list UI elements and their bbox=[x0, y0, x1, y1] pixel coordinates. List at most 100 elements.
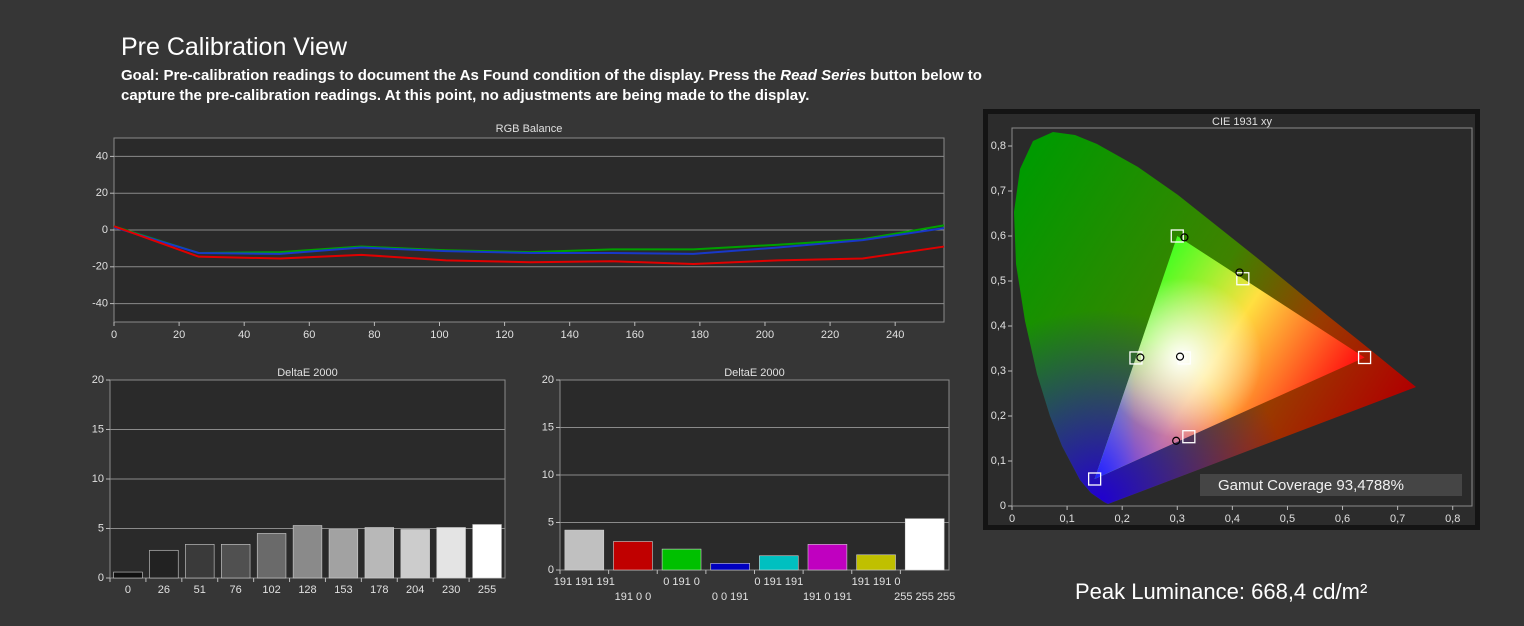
bar bbox=[221, 544, 251, 579]
x-tick-label: 0,8 bbox=[1445, 513, 1460, 525]
y-tick-label: 40 bbox=[96, 150, 108, 162]
bar bbox=[564, 529, 605, 571]
x-tick-label: 191 0 0 bbox=[615, 591, 652, 603]
y-tick-label: 0 bbox=[1000, 500, 1006, 512]
measured-point bbox=[1180, 233, 1189, 242]
y-tick-label: 0,1 bbox=[991, 455, 1006, 467]
x-tick-label: 0 191 0 bbox=[663, 576, 700, 588]
x-tick-label: 0 191 191 bbox=[754, 576, 803, 588]
chart-title: DeltaE 2000 bbox=[277, 367, 338, 379]
y-tick-label: -20 bbox=[92, 261, 108, 273]
bar bbox=[256, 533, 287, 579]
y-tick-label: 0,5 bbox=[991, 275, 1006, 287]
bar bbox=[759, 555, 799, 571]
y-tick-label: 0,8 bbox=[991, 140, 1006, 152]
bar bbox=[328, 529, 359, 579]
bar bbox=[364, 527, 394, 579]
goal-text: Goal: Pre-calibration readings to docume… bbox=[121, 66, 1026, 106]
bar bbox=[472, 524, 502, 579]
y-tick-label: 0 bbox=[98, 572, 104, 584]
x-tick-label: 0,5 bbox=[1280, 513, 1295, 525]
y-tick-label: 10 bbox=[92, 473, 104, 485]
target-point bbox=[1177, 351, 1191, 365]
x-tick-label: 191 191 0 bbox=[852, 576, 901, 588]
x-tick-label: 220 bbox=[821, 329, 839, 341]
x-tick-label: 26 bbox=[158, 584, 170, 596]
x-tick-label: 128 bbox=[298, 584, 316, 596]
page-title: Pre Calibration View bbox=[121, 33, 348, 61]
x-tick-label: 0,3 bbox=[1170, 513, 1185, 525]
y-tick-label: 0,7 bbox=[991, 185, 1006, 197]
y-tick-label: 15 bbox=[542, 421, 554, 433]
x-tick-label: 140 bbox=[561, 329, 579, 341]
bar bbox=[856, 554, 896, 571]
y-tick-label: -40 bbox=[92, 298, 108, 310]
x-tick-label: 191 0 191 bbox=[803, 591, 852, 603]
x-tick-label: 0 0 191 bbox=[712, 591, 749, 603]
x-tick-label: 178 bbox=[370, 584, 388, 596]
x-tick-label: 40 bbox=[238, 329, 250, 341]
bar bbox=[149, 549, 179, 579]
x-tick-label: 0 bbox=[1009, 513, 1015, 525]
measured-point bbox=[1175, 352, 1185, 361]
x-tick-label: 0,7 bbox=[1390, 513, 1405, 525]
bar bbox=[613, 541, 653, 571]
x-tick-label: 230 bbox=[442, 584, 460, 596]
x-tick-label: 153 bbox=[334, 584, 352, 596]
y-tick-label: 20 bbox=[542, 374, 554, 386]
y-tick-label: 20 bbox=[96, 187, 108, 199]
target-point bbox=[1087, 472, 1102, 486]
y-tick-label: 0 bbox=[548, 564, 554, 576]
goal-text-b: button below to capture the pre-calibrat… bbox=[121, 67, 982, 104]
x-tick-label: 200 bbox=[756, 329, 774, 341]
x-tick-label: 0,4 bbox=[1225, 513, 1240, 525]
x-tick-label: 204 bbox=[406, 584, 424, 596]
chart-title: CIE 1931 xy bbox=[1212, 116, 1272, 128]
bar bbox=[661, 548, 702, 571]
x-tick-label: 255 255 255 bbox=[894, 591, 955, 603]
y-tick-label: 0,3 bbox=[991, 365, 1006, 377]
chart-title: DeltaE 2000 bbox=[724, 367, 785, 379]
y-tick-label: 10 bbox=[542, 469, 554, 481]
goal-text-a: Goal: Pre-calibration readings to docume… bbox=[121, 67, 781, 84]
gamut-triangle bbox=[1094, 236, 1365, 479]
x-tick-label: 240 bbox=[886, 329, 904, 341]
x-tick-label: 0,1 bbox=[1059, 513, 1074, 525]
x-tick-label: 102 bbox=[262, 584, 280, 596]
bar bbox=[185, 544, 215, 579]
y-tick-label: 0,6 bbox=[991, 230, 1006, 242]
gamut-coverage: Gamut Coverage 93,4788% bbox=[1218, 477, 1404, 494]
y-tick-label: 5 bbox=[98, 522, 104, 534]
series-line bbox=[113, 225, 945, 266]
x-tick-label: 160 bbox=[626, 329, 644, 341]
y-tick-label: 0,4 bbox=[991, 320, 1006, 332]
measured-point bbox=[1136, 353, 1145, 362]
x-tick-label: 120 bbox=[495, 329, 513, 341]
y-tick-label: 0,2 bbox=[991, 410, 1006, 422]
bar bbox=[292, 525, 323, 579]
gamut-box bbox=[1200, 474, 1462, 496]
x-tick-label: 255 bbox=[478, 584, 496, 596]
target-point bbox=[1182, 430, 1196, 444]
target-point bbox=[1129, 351, 1143, 365]
target-point bbox=[1170, 229, 1184, 243]
x-tick-label: 180 bbox=[691, 329, 709, 341]
x-tick-label: 0,6 bbox=[1335, 513, 1350, 525]
bar bbox=[400, 529, 430, 579]
bar bbox=[710, 563, 750, 571]
goal-emphasis: Read Series bbox=[780, 67, 867, 84]
bar bbox=[807, 544, 848, 571]
bar bbox=[113, 571, 143, 579]
measured-point bbox=[1235, 268, 1244, 277]
bar bbox=[904, 518, 945, 571]
y-tick-label: 15 bbox=[92, 423, 104, 435]
bar bbox=[436, 527, 466, 579]
x-tick-label: 0 bbox=[111, 329, 117, 341]
chart-title: RGB Balance bbox=[496, 123, 563, 135]
x-tick-label: 20 bbox=[173, 329, 185, 341]
x-tick-label: 191 191 191 bbox=[554, 576, 615, 588]
y-tick-label: 5 bbox=[548, 516, 554, 528]
